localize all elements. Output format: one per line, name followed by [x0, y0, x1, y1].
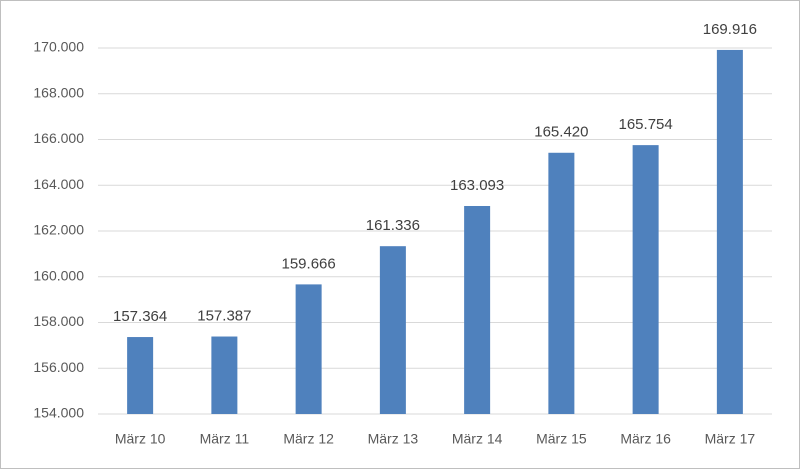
bar [464, 205, 491, 414]
bar [127, 337, 154, 414]
x-tick-label: März 16 [620, 431, 671, 447]
bar [295, 284, 322, 414]
x-tick-label: März 11 [200, 431, 250, 447]
y-tick-label: 156.000 [33, 359, 84, 375]
x-tick-label: März 13 [368, 431, 419, 447]
x-tick-label: März 17 [705, 431, 756, 447]
x-tick-label: März 12 [283, 431, 334, 447]
y-tick-label: 166.000 [33, 130, 84, 146]
value-label: 169.916 [703, 21, 757, 38]
value-label: 165.754 [619, 116, 673, 133]
value-label: 159.666 [282, 255, 336, 272]
y-tick-label: 158.000 [33, 313, 84, 329]
value-label: 163.093 [450, 177, 504, 194]
x-tick-label: März 15 [536, 431, 587, 447]
y-tick-label: 164.000 [33, 176, 84, 192]
bar [211, 336, 238, 414]
y-tick-label: 154.000 [33, 405, 84, 421]
bar [632, 145, 659, 414]
bar [548, 152, 575, 414]
bar [379, 246, 406, 414]
y-tick-label: 170.000 [33, 39, 84, 55]
x-tick-label: März 14 [452, 431, 503, 447]
y-tick-label: 160.000 [33, 267, 84, 283]
value-label: 157.364 [113, 308, 167, 325]
y-tick-label: 162.000 [33, 222, 84, 238]
y-tick-label: 168.000 [33, 84, 84, 100]
bar [716, 49, 743, 414]
value-label: 165.420 [534, 124, 588, 141]
value-label: 157.387 [197, 307, 251, 324]
value-label: 161.336 [366, 217, 420, 234]
x-tick-label: März 10 [115, 431, 166, 447]
